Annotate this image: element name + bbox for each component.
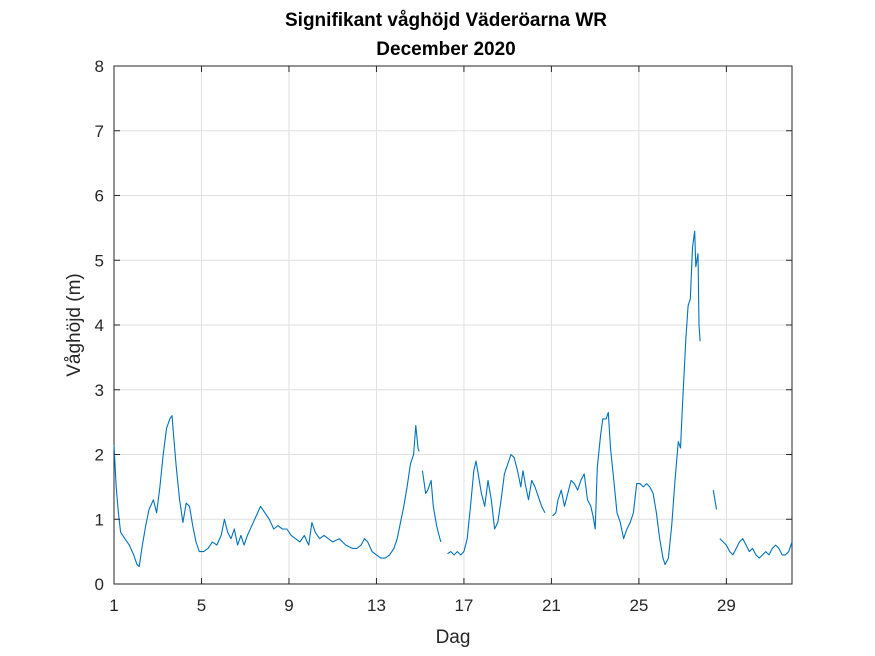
x-axis-label: Dag: [436, 627, 471, 648]
y-tick-label: 6: [95, 187, 104, 206]
y-tick-label: 5: [95, 251, 104, 270]
y-tick-label: 4: [95, 316, 104, 335]
x-tick-label: 25: [629, 596, 648, 615]
x-tick-label: 17: [454, 596, 473, 615]
x-tick-label: 5: [197, 596, 206, 615]
y-tick-label: 3: [95, 381, 104, 400]
y-tick-label: 0: [95, 575, 104, 594]
wave-height-line-segment: [712, 490, 718, 510]
x-tick-label: 29: [717, 596, 736, 615]
series-layer: [113, 230, 793, 568]
grid: [114, 66, 792, 584]
chart-title: Signifikant våghöjd Väderöarna WR: [285, 10, 607, 31]
y-tick-label: 2: [95, 446, 104, 465]
wave-height-line-segment: [421, 470, 442, 543]
x-tick-label: 9: [284, 596, 293, 615]
wave-height-line-segment: [113, 415, 420, 568]
x-tick-label: 1: [109, 596, 118, 615]
wave-height-line-segment: [719, 538, 793, 559]
wave-height-line-segment: [447, 453, 546, 556]
y-tick-label: 7: [95, 122, 104, 141]
y-tick-label: 1: [95, 510, 104, 529]
chart-subtitle: December 2020: [376, 39, 515, 60]
x-tick-label: 21: [542, 596, 561, 615]
wave-height-line-segment: [552, 230, 701, 566]
y-axis-label: Våghöjd (m): [64, 273, 85, 377]
y-tick-label: 8: [95, 57, 104, 76]
x-tick-label: 13: [367, 596, 386, 615]
